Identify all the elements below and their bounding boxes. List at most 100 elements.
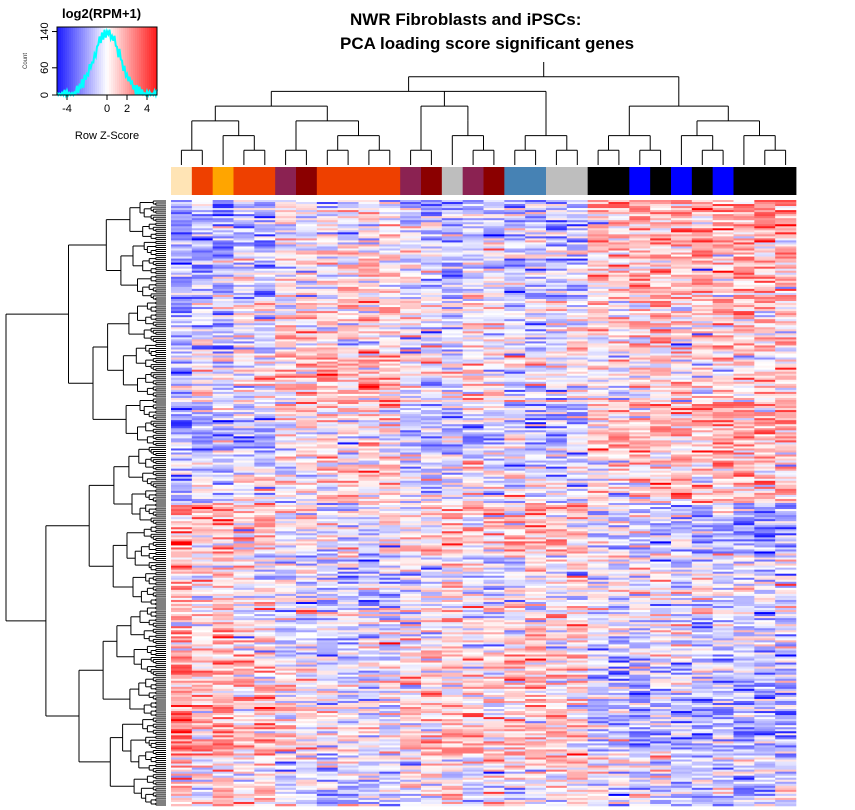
heatmap-cell <box>213 244 234 246</box>
heatmap-cell <box>463 289 484 291</box>
heatmap-cell <box>192 339 213 341</box>
heatmap-cell <box>359 228 380 230</box>
heatmap-cell <box>463 362 484 364</box>
heatmap-cell <box>254 228 275 230</box>
heatmap-cell <box>775 339 796 341</box>
heatmap-cell <box>734 240 755 242</box>
heatmap-cell <box>588 303 609 305</box>
heatmap-cell <box>171 408 192 410</box>
heatmap-cell <box>754 339 775 341</box>
heatmap-cell <box>317 279 338 281</box>
heatmap-cell <box>525 392 546 394</box>
heatmap-cell <box>567 428 588 430</box>
heatmap-cell <box>734 378 755 380</box>
heatmap-cell <box>234 277 255 279</box>
heatmap-cell <box>359 430 380 432</box>
heatmap-cell <box>671 434 692 436</box>
heatmap-cell <box>275 509 296 511</box>
heatmap-cell <box>629 339 650 341</box>
heatmap-cell <box>192 440 213 442</box>
heatmap-cell <box>463 261 484 263</box>
heatmap-cell <box>713 376 734 378</box>
heatmap-cell <box>192 384 213 386</box>
heatmap-cell <box>317 210 338 212</box>
heatmap-cell <box>171 257 192 259</box>
heatmap-cell <box>546 354 567 356</box>
heatmap-cell <box>213 317 234 319</box>
heatmap-cell <box>734 416 755 418</box>
heatmap-cell <box>359 471 380 473</box>
heatmap-cell <box>400 265 421 267</box>
heatmap-cell <box>525 412 546 414</box>
heatmap-cell <box>713 473 734 475</box>
heatmap-cell <box>421 380 442 382</box>
heatmap-cell <box>296 214 317 216</box>
heatmap-cell <box>254 289 275 291</box>
heatmap-cell <box>775 200 796 202</box>
heatmap-cell <box>650 489 671 491</box>
heatmap-cell <box>421 485 442 487</box>
heatmap-cell <box>546 313 567 315</box>
heatmap-cell <box>171 283 192 285</box>
heatmap-cell <box>359 408 380 410</box>
heatmap-cell <box>192 321 213 323</box>
heatmap-cell <box>671 313 692 315</box>
heatmap-cell <box>296 335 317 337</box>
heatmap-cell <box>629 311 650 313</box>
heatmap-cell <box>775 477 796 479</box>
heatmap-cell <box>379 224 400 226</box>
heatmap-cell <box>379 236 400 238</box>
heatmap-cell <box>609 469 630 471</box>
heatmap-cell <box>546 442 567 444</box>
heatmap-cell <box>671 303 692 305</box>
heatmap-cell <box>275 341 296 343</box>
heatmap-cell <box>650 398 671 400</box>
heatmap-cell <box>254 493 275 495</box>
heatmap-cell <box>567 297 588 299</box>
heatmap-cell <box>192 507 213 509</box>
heatmap-cell <box>254 307 275 309</box>
heatmap-cell <box>671 291 692 293</box>
heatmap-cell <box>775 493 796 495</box>
heatmap-cell <box>734 349 755 351</box>
heatmap-cell <box>650 341 671 343</box>
heatmap-cell <box>421 255 442 257</box>
heatmap-cell <box>713 390 734 392</box>
heatmap-cell <box>713 329 734 331</box>
heatmap-cell <box>546 222 567 224</box>
heatmap-cell <box>692 253 713 255</box>
heatmap-cell <box>713 291 734 293</box>
heatmap-cell <box>338 471 359 473</box>
heatmap-cell <box>671 382 692 384</box>
heatmap-cell <box>275 337 296 339</box>
heatmap-cell <box>629 337 650 339</box>
heatmap-cell <box>692 430 713 432</box>
heatmap-cell <box>442 461 463 463</box>
heatmap-cell <box>504 479 525 481</box>
heatmap-cell <box>588 424 609 426</box>
heatmap-cell <box>525 459 546 461</box>
heatmap-cell <box>213 271 234 273</box>
heatmap-cell <box>338 465 359 467</box>
heatmap-cell <box>317 261 338 263</box>
heatmap-cell <box>650 487 671 489</box>
heatmap-cell <box>567 410 588 412</box>
heatmap-cell <box>379 214 400 216</box>
heatmap-cell <box>671 489 692 491</box>
heatmap-cell <box>213 489 234 491</box>
heatmap-cell <box>546 267 567 269</box>
heatmap-cell <box>463 228 484 230</box>
heatmap-cell <box>296 374 317 376</box>
heatmap-cell <box>296 303 317 305</box>
heatmap-cell <box>400 275 421 277</box>
heatmap-cell <box>379 347 400 349</box>
heatmap-cell <box>213 426 234 428</box>
heatmap-cell <box>734 473 755 475</box>
heatmap-cell <box>525 263 546 265</box>
heatmap-cell <box>629 465 650 467</box>
heatmap-cell <box>296 487 317 489</box>
heatmap-cell <box>171 297 192 299</box>
heatmap-cell <box>234 376 255 378</box>
heatmap-cell <box>296 230 317 232</box>
heatmap-cell <box>213 372 234 374</box>
